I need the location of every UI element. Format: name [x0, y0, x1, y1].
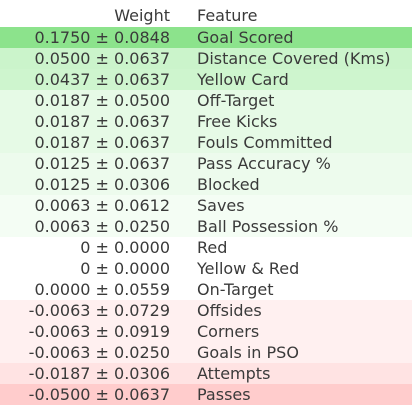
feature-weights-table: Weight Feature 0.1750 ± 0.0848 Goal Score…: [0, 5, 412, 405]
weight-cell: -0.0187 ± 0.0306: [0, 363, 175, 384]
weight-cell: -0.0063 ± 0.0250: [0, 342, 175, 363]
feature-cell: Fouls Committed: [175, 132, 412, 153]
table-row: 0.0187 ± 0.0637 Fouls Committed: [0, 132, 412, 153]
feature-cell: Passes: [175, 384, 412, 405]
weight-cell: 0.0063 ± 0.0612: [0, 195, 175, 216]
feature-cell: Pass Accuracy %: [175, 153, 412, 174]
table-row: 0.0063 ± 0.0612 Saves: [0, 195, 412, 216]
table-row: 0 ± 0.0000 Yellow & Red: [0, 258, 412, 279]
feature-cell: On-Target: [175, 279, 412, 300]
feature-cell: Yellow Card: [175, 69, 412, 90]
weight-cell: 0.0063 ± 0.0250: [0, 216, 175, 237]
feature-cell: Free Kicks: [175, 111, 412, 132]
weight-cell: 0 ± 0.0000: [0, 258, 175, 279]
weight-column-header: Weight: [0, 5, 175, 27]
table-body: 0.1750 ± 0.0848 Goal Scored 0.0500 ± 0.063…: [0, 27, 412, 405]
feature-cell: Distance Covered (Kms): [175, 48, 412, 69]
feature-cell: Attempts: [175, 363, 412, 384]
weight-cell: 0.0000 ± 0.0559: [0, 279, 175, 300]
weight-cell: 0.0187 ± 0.0500: [0, 90, 175, 111]
table-row: 0.0063 ± 0.0250 Ball Possession %: [0, 216, 412, 237]
weight-cell: 0.0187 ± 0.0637: [0, 111, 175, 132]
weight-cell: 0.0125 ± 0.0637: [0, 153, 175, 174]
feature-cell: Goals in PSO: [175, 342, 412, 363]
weight-cell: 0.0437 ± 0.0637: [0, 69, 175, 90]
table-row: 0.0500 ± 0.0637 Distance Covered (Kms): [0, 48, 412, 69]
feature-cell: Corners: [175, 321, 412, 342]
table-row: 0.0125 ± 0.0306 Blocked: [0, 174, 412, 195]
table-row: 0.0437 ± 0.0637 Yellow Card: [0, 69, 412, 90]
weight-cell: 0.0187 ± 0.0637: [0, 132, 175, 153]
table-row: 0.0000 ± 0.0559 On-Target: [0, 279, 412, 300]
feature-cell: Red: [175, 237, 412, 258]
feature-cell: Goal Scored: [175, 27, 412, 48]
feature-cell: Saves: [175, 195, 412, 216]
table-row: -0.0500 ± 0.0637 Passes: [0, 384, 412, 405]
weight-cell: 0 ± 0.0000: [0, 237, 175, 258]
weight-cell: 0.1750 ± 0.0848: [0, 27, 175, 48]
weight-cell: 0.0500 ± 0.0637: [0, 48, 175, 69]
table-row: 0.0187 ± 0.0637 Free Kicks: [0, 111, 412, 132]
table-header-row: Weight Feature: [0, 5, 412, 27]
table-row: 0.0125 ± 0.0637 Pass Accuracy %: [0, 153, 412, 174]
feature-cell: Blocked: [175, 174, 412, 195]
weight-cell: -0.0063 ± 0.0729: [0, 300, 175, 321]
table-row: 0.0187 ± 0.0500 Off-Target: [0, 90, 412, 111]
weight-cell: -0.0500 ± 0.0637: [0, 384, 175, 405]
table-row: 0 ± 0.0000 Red: [0, 237, 412, 258]
feature-cell: Yellow & Red: [175, 258, 412, 279]
feature-cell: Off-Target: [175, 90, 412, 111]
feature-cell: Offsides: [175, 300, 412, 321]
weight-cell: 0.0125 ± 0.0306: [0, 174, 175, 195]
table-row: 0.1750 ± 0.0848 Goal Scored: [0, 27, 412, 48]
table-row: -0.0187 ± 0.0306 Attempts: [0, 363, 412, 384]
feature-cell: Ball Possession %: [175, 216, 412, 237]
feature-column-header: Feature: [175, 5, 412, 27]
table-row: -0.0063 ± 0.0729 Offsides: [0, 300, 412, 321]
weight-cell: -0.0063 ± 0.0919: [0, 321, 175, 342]
table-row: -0.0063 ± 0.0919 Corners: [0, 321, 412, 342]
table-row: -0.0063 ± 0.0250 Goals in PSO: [0, 342, 412, 363]
